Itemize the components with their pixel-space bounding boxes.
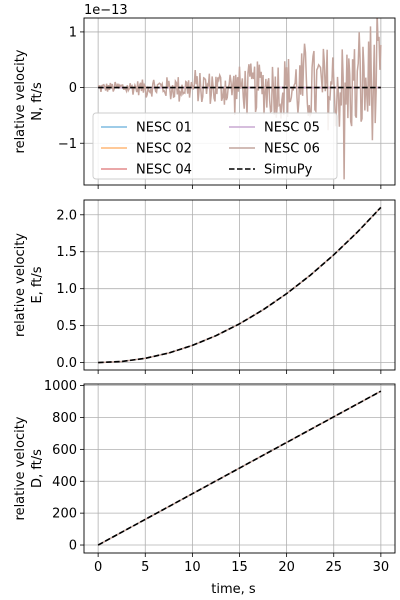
x-tick-label: 25 bbox=[325, 560, 342, 575]
series-line-simupy bbox=[98, 206, 382, 364]
series-group bbox=[97, 390, 382, 546]
y-tick-label: 1 bbox=[69, 25, 77, 40]
y-tick-label: 400 bbox=[52, 475, 77, 490]
legend-label: NESC 05 bbox=[264, 121, 320, 136]
x-tick-label: 20 bbox=[278, 560, 295, 575]
y-tick-label: 0.0 bbox=[56, 356, 77, 371]
y-tick-label: 0 bbox=[69, 81, 77, 96]
x-axis-label: time, s bbox=[211, 582, 256, 597]
y-tick-label: 1.5 bbox=[56, 245, 77, 260]
y-tick-label: 800 bbox=[52, 411, 77, 426]
series-line-simupy bbox=[97, 390, 382, 546]
y-axis-label: D, ft/s bbox=[30, 449, 45, 488]
y-axis-label: E, ft/s bbox=[30, 266, 45, 303]
x-tick-label: 0 bbox=[94, 560, 102, 575]
legend-label: NESC 06 bbox=[264, 142, 320, 157]
legend: NESC 01 NESC 02 NESC 04 NESC 05 NESC 06 SimuP… bbox=[92, 112, 338, 180]
chart-panel-1: −1 0 1 relative velocity N, ft/s 1e−13 NESC 01… bbox=[13, 3, 396, 189]
series-line-nesc-06 bbox=[97, 18, 382, 180]
chart-panel-2: 0.0 0.5 1.0 1.5 2.0 relative velocity E, ft/s bbox=[13, 199, 396, 374]
y-tick-label: −1 bbox=[58, 137, 77, 152]
legend-label: NESC 04 bbox=[136, 163, 192, 178]
y-tick-label: 0 bbox=[69, 539, 77, 554]
legend-label: NESC 01 bbox=[136, 121, 192, 136]
y-axis-label: relative velocity bbox=[13, 49, 28, 153]
y-tick-label: 1000 bbox=[44, 379, 77, 394]
y-tick-label: 1.0 bbox=[56, 282, 77, 297]
y-axis-label: relative velocity bbox=[13, 233, 28, 337]
y-tick-label: 200 bbox=[52, 507, 77, 522]
chart-panel-3: 0 5 10 15 20 25 30 0 200 400 600 800 1000 relative ve… bbox=[13, 379, 396, 597]
legend-label: NESC 02 bbox=[136, 142, 192, 157]
y-tick-label: 2.0 bbox=[56, 208, 77, 223]
y-offset-label: 1e−13 bbox=[84, 3, 128, 18]
y-axis-label: relative velocity bbox=[13, 416, 28, 520]
x-tick-label: 10 bbox=[184, 560, 201, 575]
series-group bbox=[98, 206, 382, 364]
series-group bbox=[97, 18, 382, 180]
legend-label: SimuPy bbox=[264, 163, 313, 178]
x-tick-label: 5 bbox=[141, 560, 149, 575]
y-tick-label: 600 bbox=[52, 443, 77, 458]
y-axis-label: N, ft/s bbox=[30, 82, 45, 121]
x-tick-label: 15 bbox=[231, 560, 248, 575]
x-tick-label: 30 bbox=[373, 560, 390, 575]
legend-box bbox=[92, 112, 338, 180]
y-tick-label: 0.5 bbox=[56, 319, 77, 334]
